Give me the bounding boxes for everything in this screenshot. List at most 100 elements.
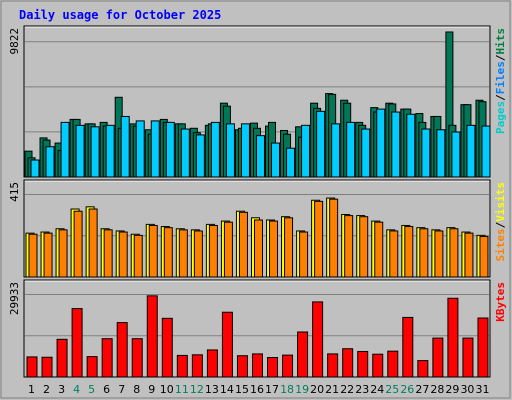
bar-kbytes-25 [387, 350, 399, 378]
bar-kbytes-13 [206, 349, 218, 378]
bar-sites-6 [103, 229, 113, 278]
bar-pages-27 [421, 128, 431, 178]
right-label-2: Sites/Visits [494, 182, 507, 262]
bar-sites-27 [419, 228, 429, 278]
right-label-part-1-4: Hits [494, 28, 507, 55]
day-label-12: 12 [190, 383, 204, 396]
day-label-2: 2 [43, 383, 50, 396]
ylabel-max-3: 29933 [8, 282, 21, 315]
bar-sites-9 [148, 224, 158, 278]
bar-kbytes-12 [191, 354, 203, 378]
bar-sites-31 [479, 235, 489, 278]
right-label-3: KBytes [494, 282, 507, 322]
right-label-part-2-1: / [494, 221, 507, 228]
bar-sites-19 [299, 231, 309, 278]
bar-kbytes-1 [26, 356, 38, 378]
bar-kbytes-17 [267, 357, 279, 378]
bar-sites-22 [344, 215, 354, 278]
bar-kbytes-27 [417, 360, 429, 378]
bar-pages-30 [466, 124, 476, 178]
bar-pages-2 [45, 146, 55, 178]
bar-pages-15 [240, 123, 250, 178]
bar-kbytes-6 [101, 338, 113, 378]
ylabel-max-2: 415 [8, 182, 21, 202]
bar-kbytes-26 [402, 316, 414, 378]
bar-kbytes-8 [131, 338, 143, 378]
day-label-26: 26 [400, 383, 414, 396]
bar-kbytes-23 [357, 350, 369, 378]
bar-pages-29 [451, 131, 461, 178]
bar-kbytes-7 [116, 322, 128, 378]
bar-pages-20 [316, 110, 326, 178]
bar-sites-16 [253, 219, 263, 278]
bar-sites-23 [359, 216, 369, 278]
day-label-5: 5 [88, 383, 95, 396]
bar-kbytes-10 [161, 317, 173, 378]
bar-sites-28 [434, 230, 444, 278]
bar-pages-12 [195, 134, 205, 178]
bar-sites-5 [88, 208, 98, 278]
day-label-9: 9 [148, 383, 155, 396]
bar-sites-11 [178, 229, 188, 278]
bar-pages-28 [436, 129, 446, 178]
bar-kbytes-4 [71, 308, 83, 378]
bar-sites-20 [314, 200, 324, 278]
bar-kbytes-20 [312, 301, 324, 378]
right-label-part-1-0: Pages [494, 101, 507, 134]
day-label-21: 21 [325, 383, 339, 396]
day-label-23: 23 [355, 383, 369, 396]
day-label-29: 29 [445, 383, 459, 396]
bar-pages-5 [90, 126, 100, 178]
bar-kbytes-3 [56, 338, 68, 378]
bar-pages-13 [210, 121, 220, 178]
bar-pages-26 [406, 113, 416, 178]
bar-pages-1 [30, 159, 40, 178]
bar-sites-10 [163, 227, 173, 278]
bar-kbytes-5 [86, 356, 98, 378]
bar-kbytes-16 [251, 353, 263, 378]
bar-pages-18 [286, 147, 296, 178]
day-label-16: 16 [250, 383, 264, 396]
day-label-19: 19 [295, 383, 309, 396]
bar-kbytes-9 [146, 295, 158, 378]
bar-pages-3 [60, 121, 70, 178]
day-label-4: 4 [73, 383, 80, 396]
right-label-part-1-3: / [494, 54, 507, 61]
day-label-28: 28 [430, 383, 444, 396]
bar-pages-14 [225, 123, 235, 178]
bar-sites-1 [28, 233, 38, 278]
bar-pages-17 [271, 142, 281, 178]
bar-pages-16 [255, 135, 265, 178]
day-label-1: 1 [28, 383, 35, 396]
bar-sites-4 [73, 210, 83, 278]
bar-kbytes-15 [236, 355, 248, 378]
bar-sites-18 [284, 217, 294, 278]
bar-kbytes-30 [462, 337, 474, 378]
bar-pages-21 [331, 123, 341, 178]
right-label-part-1-2: Files [494, 61, 507, 94]
bar-pages-4 [75, 124, 85, 178]
day-label-20: 20 [310, 383, 324, 396]
day-label-11: 11 [175, 383, 189, 396]
bar-pages-8 [135, 120, 145, 178]
bar-kbytes-28 [432, 337, 444, 378]
bar-sites-8 [133, 234, 143, 278]
bar-kbytes-11 [176, 354, 188, 378]
bar-pages-22 [346, 121, 356, 178]
bar-kbytes-18 [282, 354, 294, 378]
day-label-14: 14 [220, 383, 234, 396]
bar-pages-31 [481, 125, 491, 178]
bar-sites-24 [374, 221, 384, 278]
bar-sites-13 [208, 224, 218, 278]
day-label-10: 10 [160, 383, 174, 396]
chart-title: Daily usage for October 2025 [19, 8, 221, 22]
bar-sites-2 [43, 232, 53, 278]
bar-sites-26 [404, 226, 414, 278]
day-label-25: 25 [385, 383, 399, 396]
bar-kbytes-29 [447, 297, 459, 378]
bar-kbytes-19 [297, 331, 309, 378]
bar-sites-7 [118, 231, 128, 278]
